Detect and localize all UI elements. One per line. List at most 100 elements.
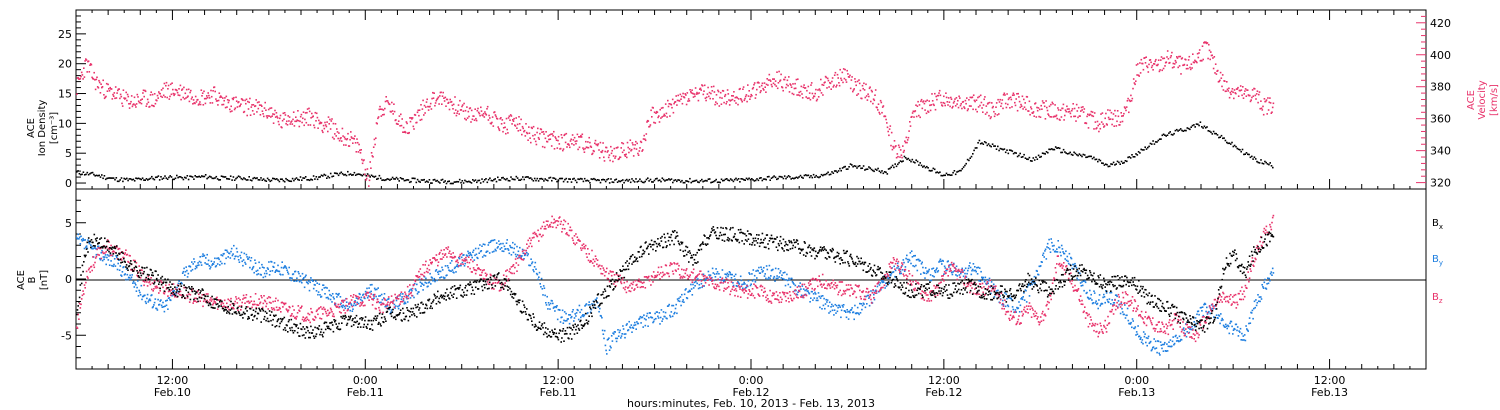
density-point — [1249, 156, 1252, 159]
by-point — [184, 270, 187, 273]
velocity-point — [918, 104, 921, 106]
by-point — [702, 273, 705, 276]
velocity-point — [926, 99, 928, 102]
by-point — [1126, 307, 1129, 310]
velocity-point — [186, 96, 189, 98]
velocity-point — [174, 93, 176, 95]
velocity-point — [950, 96, 952, 99]
density-point — [1065, 152, 1067, 154]
by-point — [1133, 327, 1136, 330]
velocity-point — [957, 106, 960, 109]
by-point — [1126, 314, 1128, 317]
by-point — [1142, 331, 1145, 333]
density-point — [887, 168, 890, 170]
density-point — [465, 180, 468, 183]
velocity-point — [259, 114, 262, 116]
density-point — [156, 176, 158, 178]
velocity-point — [1176, 57, 1179, 59]
velocity-point — [1212, 57, 1214, 59]
by-point — [293, 280, 295, 282]
density-point — [1193, 124, 1195, 126]
density-point — [233, 179, 236, 181]
by-point — [348, 306, 351, 308]
velocity-point — [1104, 117, 1106, 120]
velocity-point — [737, 103, 739, 106]
density-point — [220, 175, 223, 177]
by-point — [1249, 322, 1252, 324]
density-point — [183, 176, 186, 179]
by-point — [936, 271, 939, 273]
density-point — [245, 179, 248, 181]
density-point — [790, 178, 792, 180]
bz-point — [230, 297, 232, 300]
by-point — [740, 279, 743, 282]
velocity-point — [367, 175, 369, 177]
velocity-point — [915, 104, 917, 106]
by-point — [671, 304, 673, 307]
velocity-point — [187, 95, 189, 97]
by-point — [568, 314, 570, 316]
density-point — [1003, 148, 1006, 150]
density-point — [612, 181, 615, 184]
by-point — [721, 269, 724, 271]
velocity-point — [906, 139, 909, 141]
density-title-line-1: ACE — [26, 118, 37, 138]
bz-point — [242, 294, 245, 297]
velocity-point — [854, 78, 856, 80]
velocity-point — [365, 177, 368, 180]
velocity-point — [395, 119, 397, 121]
by-point — [81, 240, 84, 242]
by-point — [791, 280, 794, 283]
velocity-point — [1035, 116, 1038, 118]
by-point — [906, 254, 908, 257]
by-point — [1180, 339, 1183, 341]
velocity-point — [635, 140, 637, 143]
bz-point — [197, 289, 199, 292]
bz-point — [270, 302, 272, 304]
velocity-point — [537, 127, 539, 130]
velocity-point — [493, 111, 496, 113]
density-point — [495, 180, 498, 183]
by-point — [688, 290, 690, 293]
by-point — [817, 299, 819, 302]
density-point — [856, 167, 858, 169]
velocity-point — [628, 151, 630, 154]
velocity-point — [1072, 103, 1074, 105]
by-point — [488, 241, 490, 244]
velocity-point — [970, 105, 972, 107]
density-point — [712, 180, 715, 183]
by-point — [102, 256, 105, 258]
density-point — [122, 180, 124, 183]
velocity-point — [1114, 115, 1117, 117]
velocity-point — [286, 124, 289, 126]
velocity-point — [514, 125, 517, 127]
velocity-point — [972, 108, 974, 111]
density-point — [722, 179, 724, 182]
velocity-point — [1208, 49, 1211, 52]
velocity-point — [582, 147, 584, 149]
velocity-point — [1076, 110, 1079, 112]
density-point — [294, 178, 296, 180]
density-point — [608, 182, 611, 184]
velocity-point — [251, 104, 253, 106]
by-point — [518, 256, 520, 259]
bz-point — [78, 318, 80, 320]
density-point — [874, 168, 877, 171]
velocity-point — [83, 76, 86, 78]
by-point — [1082, 280, 1085, 282]
bz-point — [189, 293, 192, 296]
velocity-point — [954, 105, 957, 107]
velocity-point — [849, 74, 851, 77]
velocity-point — [431, 97, 433, 100]
density-point — [654, 178, 657, 180]
by-point — [844, 310, 846, 312]
density-point — [1056, 147, 1058, 149]
by-point — [469, 251, 471, 254]
density-point — [1073, 151, 1075, 154]
velocity-point — [506, 128, 508, 131]
by-point — [437, 273, 440, 275]
bz-point — [153, 280, 156, 282]
bz-point — [88, 267, 91, 270]
density-point — [253, 176, 256, 179]
by-point — [614, 331, 616, 333]
